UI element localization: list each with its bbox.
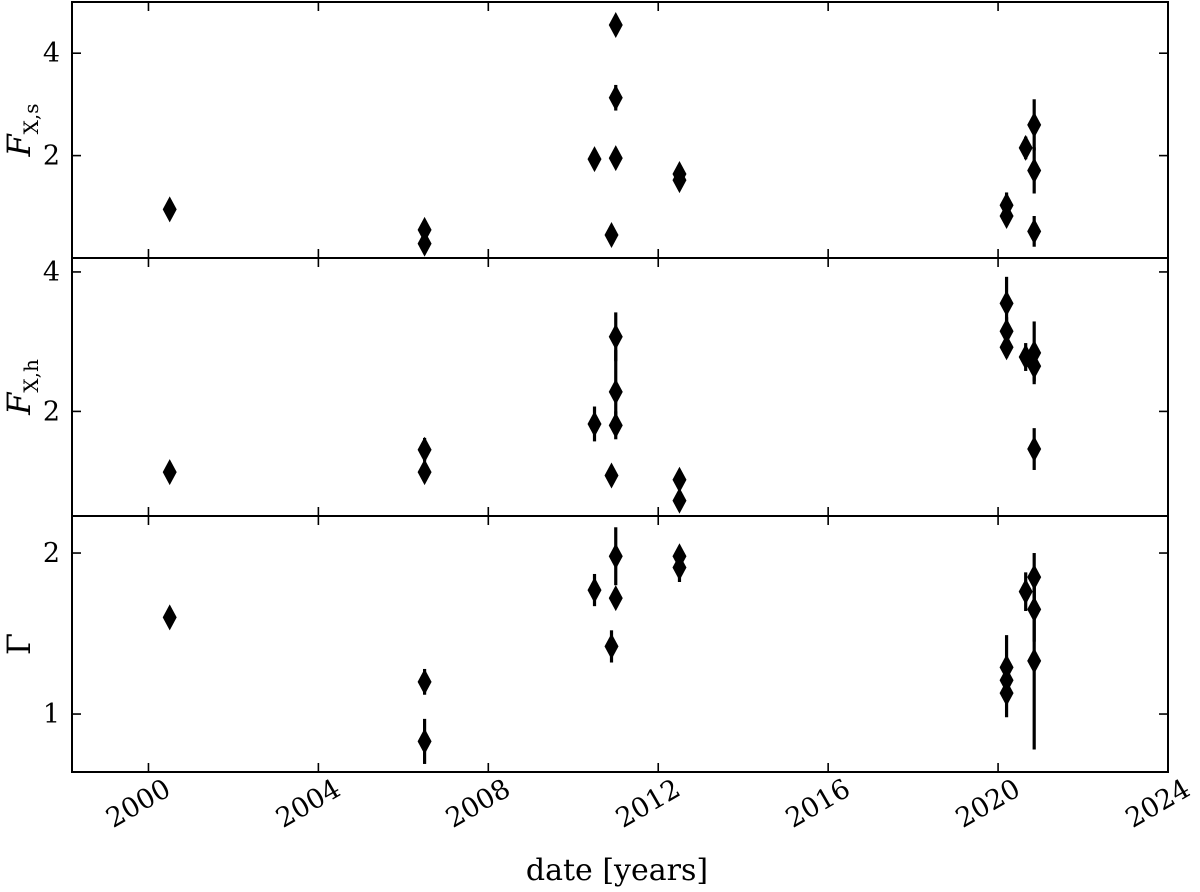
diamond-marker xyxy=(1027,218,1042,245)
diamond-marker xyxy=(1018,134,1033,161)
data-point xyxy=(417,230,432,257)
diamond-marker xyxy=(587,577,602,604)
data-point xyxy=(1027,216,1042,247)
data-point xyxy=(162,604,177,631)
data-point xyxy=(608,411,623,440)
data-point xyxy=(672,167,687,194)
diamond-marker xyxy=(587,410,602,437)
diamond-marker xyxy=(608,12,623,39)
x-tick-label: 2000 xyxy=(101,773,176,834)
x-axis: 2000 2004 2008 2012 2016 2020 2024 xyxy=(101,773,1196,834)
x-tick-label: 2024 xyxy=(1120,773,1195,834)
diamond-marker xyxy=(608,84,623,111)
x-tick-label: 2004 xyxy=(271,773,346,834)
data-point xyxy=(1027,428,1042,470)
data-point xyxy=(999,668,1014,718)
diamond-marker xyxy=(1027,157,1042,184)
diamond-marker xyxy=(999,334,1014,361)
diamond-marker xyxy=(162,604,177,631)
x-tick-label: 2016 xyxy=(781,773,856,834)
diamond-marker xyxy=(608,378,623,405)
y-axis-label: FX,h xyxy=(0,359,43,416)
diamond-marker xyxy=(587,146,602,173)
diamond-marker xyxy=(162,196,177,223)
panel-frame xyxy=(71,515,1169,773)
data-point xyxy=(587,146,602,173)
data-point xyxy=(417,718,432,764)
diamond-marker xyxy=(417,728,432,755)
data-point xyxy=(417,668,432,695)
data-point xyxy=(672,487,687,514)
data-point xyxy=(608,84,623,111)
y-tick-label: 4 xyxy=(43,257,60,288)
data-point xyxy=(604,221,619,248)
panel-hard: 2 4 FX,h xyxy=(0,257,1169,517)
data-point xyxy=(1027,572,1042,750)
diamond-marker xyxy=(1027,353,1042,380)
data-point xyxy=(999,203,1014,230)
data-point xyxy=(162,196,177,223)
data-point xyxy=(1018,572,1033,611)
diamond-marker xyxy=(604,633,619,660)
data-point xyxy=(999,334,1014,361)
diamond-marker xyxy=(417,668,432,695)
diamond-marker xyxy=(999,290,1014,317)
diamond-marker xyxy=(604,462,619,489)
diamond-marker xyxy=(672,167,687,194)
diamond-marker xyxy=(1027,111,1042,138)
x-tick-label: 2008 xyxy=(441,773,516,834)
diamond-marker xyxy=(417,216,432,243)
data-point xyxy=(1027,99,1042,151)
y-tick-label: 2 xyxy=(43,396,60,427)
data-point xyxy=(162,459,177,486)
diamond-marker xyxy=(608,145,623,172)
diamond-marker xyxy=(1027,436,1042,463)
diamond-marker xyxy=(417,459,432,486)
data-point xyxy=(608,527,623,586)
data-point xyxy=(1027,147,1042,194)
panel-gamma: 1 2 Γ xyxy=(0,515,1169,773)
x-axis-label: date [years] xyxy=(526,853,708,888)
diamond-marker xyxy=(999,680,1014,707)
data-point xyxy=(672,466,687,493)
y-tick-label: 1 xyxy=(43,699,60,730)
diamond-marker xyxy=(672,487,687,514)
data-point xyxy=(1027,350,1042,382)
diamond-marker xyxy=(1018,578,1033,605)
data-point xyxy=(417,459,432,486)
data-point xyxy=(608,12,623,39)
y-axis-label: FX,s xyxy=(0,103,43,157)
diamond-marker xyxy=(608,412,623,439)
diamond-marker xyxy=(608,543,623,570)
diamond-marker xyxy=(417,436,432,463)
data-point xyxy=(608,585,623,612)
data-point xyxy=(604,630,619,663)
diamond-marker xyxy=(604,221,619,248)
diamond-marker xyxy=(162,459,177,486)
data-point xyxy=(672,553,687,583)
data-point xyxy=(587,406,602,442)
data-point xyxy=(587,573,602,607)
diamond-marker xyxy=(608,323,623,350)
panel-soft: 2 4 FX,s xyxy=(0,1,1169,259)
diamond-marker xyxy=(1027,647,1042,674)
diamond-marker xyxy=(608,585,623,612)
diamond-marker xyxy=(672,466,687,493)
y-tick-label: 4 xyxy=(43,38,60,69)
data-point xyxy=(417,436,432,463)
y-axis-label: Γ xyxy=(0,633,38,655)
diamond-marker xyxy=(417,230,432,257)
data-point xyxy=(604,462,619,489)
data-point xyxy=(608,145,623,172)
x-tick-label: 2012 xyxy=(611,773,686,834)
x-tick-label: 2020 xyxy=(951,773,1026,834)
data-point xyxy=(1018,134,1033,161)
y-tick-label: 2 xyxy=(43,538,60,569)
diamond-marker xyxy=(999,203,1014,230)
y-tick-label: 2 xyxy=(43,141,60,172)
diamond-marker xyxy=(999,318,1014,345)
diamond-marker xyxy=(672,554,687,581)
